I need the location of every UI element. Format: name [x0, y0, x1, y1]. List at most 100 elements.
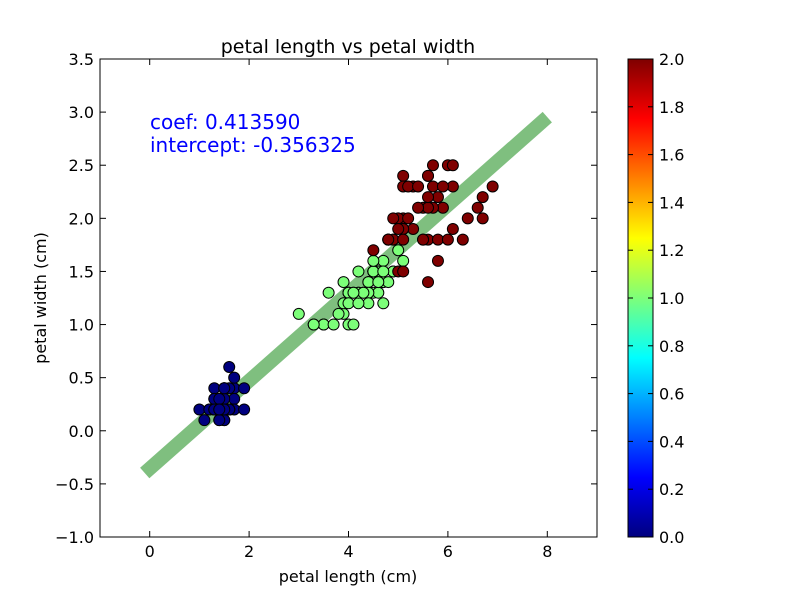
data-point	[412, 180, 425, 193]
data-point	[402, 180, 415, 193]
data-point	[402, 212, 415, 225]
colorbar-tick-label: 0.8	[659, 337, 684, 356]
y-axis-label: petal width (cm)	[31, 232, 50, 364]
data-point	[392, 244, 405, 257]
data-point	[431, 254, 444, 267]
data-point	[382, 276, 395, 289]
data-point	[407, 222, 420, 235]
x-tick-label: 4	[343, 542, 353, 561]
colorbar-tick-label: 1.8	[659, 98, 684, 117]
data-point	[446, 180, 459, 193]
data-point	[372, 276, 385, 289]
chart-title: petal length vs petal width	[221, 36, 475, 58]
colorbar-ticks: 0.0 0.2 0.4 0.6 0.8 1.0 1.2 1.4 1.6 1.8 2.0	[628, 50, 684, 547]
data-point	[372, 286, 385, 299]
data-point	[422, 191, 435, 204]
data-point	[441, 233, 454, 246]
y-tick-label: 3.0	[69, 103, 94, 122]
data-point	[223, 361, 236, 374]
data-point	[426, 180, 439, 193]
data-point	[342, 297, 355, 310]
coef-annotation: coef: 0.413590	[150, 110, 300, 134]
data-point	[347, 318, 360, 331]
y-axis-ticks: −1.0 −0.5 0.0 0.5 1.0 1.5 2.0 2.5 3.0 3.5	[55, 50, 597, 547]
data-point	[456, 233, 469, 246]
data-point	[486, 180, 499, 193]
data-point	[228, 371, 241, 384]
intercept-annotation: intercept: -0.356325	[150, 133, 356, 157]
colorbar-tick-label: 0.6	[659, 385, 684, 404]
data-point	[292, 307, 305, 320]
x-axis-label: petal length (cm)	[279, 567, 418, 586]
data-point	[228, 392, 241, 405]
data-point	[367, 265, 380, 278]
data-point	[362, 276, 375, 289]
data-point	[198, 414, 211, 427]
data-point	[436, 180, 449, 193]
data-point	[367, 244, 380, 257]
data-point	[208, 382, 221, 395]
data-points	[193, 159, 499, 427]
data-point	[417, 233, 430, 246]
y-tick-label: 0.0	[69, 422, 94, 441]
data-point	[422, 276, 435, 289]
data-point	[446, 159, 459, 172]
data-point	[471, 201, 484, 214]
data-point	[238, 403, 251, 416]
y-tick-label: 0.5	[69, 369, 94, 388]
data-point	[307, 318, 320, 331]
data-point	[461, 212, 474, 225]
data-point	[397, 169, 410, 182]
data-point	[397, 265, 410, 278]
y-tick-label: −0.5	[55, 475, 94, 494]
data-point	[382, 233, 395, 246]
colorbar-tick-label: 0.0	[659, 528, 684, 547]
data-point	[337, 276, 350, 289]
y-tick-label: 1.0	[69, 316, 94, 335]
y-tick-label: 3.5	[69, 50, 94, 69]
data-point	[476, 191, 489, 204]
data-point	[377, 297, 390, 310]
data-point	[387, 212, 400, 225]
x-tick-label: 2	[244, 542, 254, 561]
data-point	[422, 169, 435, 182]
data-point	[213, 392, 226, 405]
data-point	[327, 318, 340, 331]
colorbar-tick-label: 0.4	[659, 432, 684, 451]
data-point	[238, 382, 251, 395]
data-point	[357, 286, 370, 299]
data-point	[397, 254, 410, 267]
colorbar-tick-label: 1.4	[659, 193, 684, 212]
data-point	[322, 286, 335, 299]
data-point	[317, 318, 330, 331]
data-point	[446, 222, 459, 235]
x-tick-label: 8	[542, 542, 552, 561]
data-point	[193, 403, 206, 416]
data-point	[426, 159, 439, 172]
data-point	[431, 233, 444, 246]
plot-area	[140, 111, 552, 479]
y-tick-label: 1.5	[69, 262, 94, 281]
colorbar-tick-label: 1.2	[659, 241, 684, 260]
y-tick-label: 2.5	[69, 156, 94, 175]
colorbar-tick-label: 0.2	[659, 480, 684, 499]
data-point	[397, 233, 410, 246]
colorbar-tick-label: 2.0	[659, 50, 684, 69]
x-axis-ticks: 0 2 4 6 8	[145, 59, 552, 561]
colorbar-tick-label: 1.6	[659, 146, 684, 165]
data-point	[431, 191, 444, 204]
data-point	[352, 297, 365, 310]
data-point	[362, 297, 375, 310]
data-point	[377, 265, 390, 278]
data-point	[377, 254, 390, 267]
x-tick-label: 6	[443, 542, 453, 561]
x-tick-label: 0	[145, 542, 155, 561]
data-point	[422, 201, 435, 214]
data-point	[392, 222, 405, 235]
data-point	[213, 403, 226, 416]
y-tick-label: −1.0	[55, 528, 94, 547]
data-point	[218, 382, 231, 395]
data-point	[347, 286, 360, 299]
